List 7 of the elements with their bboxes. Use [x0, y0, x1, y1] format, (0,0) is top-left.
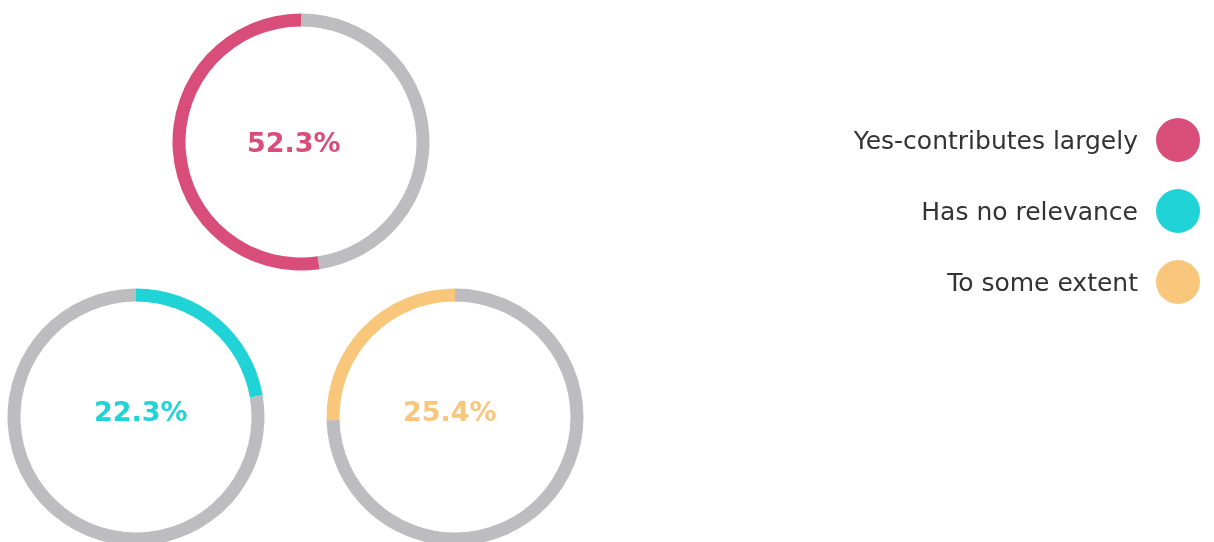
legend-label: To some extent — [946, 267, 1139, 297]
data-label: 52.3% — [246, 126, 341, 158]
legend-label: Has no relevance — [921, 196, 1138, 226]
legend-label: Yes-contributes largely — [852, 125, 1139, 155]
data-label: 22.3% — [93, 395, 188, 427]
donut-slice — [136, 288, 263, 398]
data-label: 25.4% — [402, 396, 497, 428]
